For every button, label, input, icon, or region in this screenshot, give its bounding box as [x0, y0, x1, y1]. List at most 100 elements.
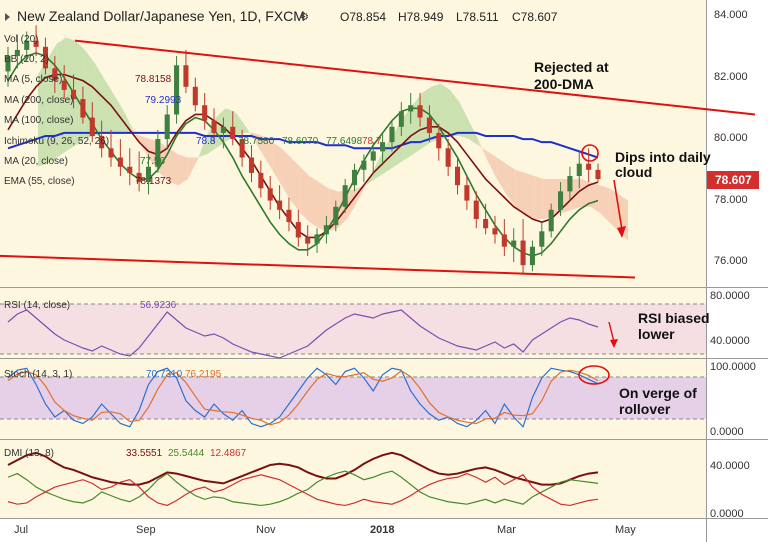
collapse-arrow-icon[interactable]	[5, 13, 10, 21]
axis-bg	[706, 0, 768, 542]
candle-body	[80, 99, 86, 118]
chart-title: New Zealand Dollar/Japanese Yen, 1D, FXC…	[17, 8, 305, 24]
candle-body	[398, 111, 404, 127]
stoch-circle	[578, 365, 610, 385]
ohlc-open: O78.854	[340, 10, 386, 24]
cloud-segment	[38, 59, 48, 167]
annotation-cloud: cloud	[615, 164, 652, 180]
cloud-segment	[459, 102, 469, 140]
cloud-segment	[487, 151, 497, 180]
candle-body	[220, 126, 226, 133]
cloud-segment	[122, 108, 132, 133]
dmi-v2: 25.5444	[168, 448, 205, 459]
rejection-circle	[581, 144, 599, 162]
annotation-dips: Dips into daily	[615, 149, 711, 165]
time-label-sep: Sep	[136, 524, 156, 536]
legend-ema55: EMA (55, close)	[4, 176, 75, 187]
candle-body	[483, 219, 489, 229]
moving-averages	[7, 52, 599, 257]
candle-body	[14, 49, 20, 57]
candle-body	[454, 166, 461, 186]
lower-trendline	[0, 254, 636, 279]
candle-body	[567, 175, 573, 192]
candle-body	[71, 89, 77, 100]
candle-body	[295, 222, 301, 238]
dmi-adx-line	[7, 451, 599, 486]
annotation-rsi-biased: RSI biased	[638, 310, 710, 326]
time-label-may: May	[615, 524, 636, 536]
legend-ichimoku: Ichimoku (9, 26, 52, 26)	[4, 136, 109, 147]
candle-body	[389, 126, 395, 143]
candle-body	[174, 65, 180, 115]
legend-ma200-value: 79.2993	[145, 95, 182, 106]
cloud-segment	[534, 175, 544, 220]
legend-ma5: MA (5, close)	[4, 74, 62, 85]
upper-trendline	[74, 39, 756, 116]
candle-body	[277, 200, 283, 210]
candle-body	[183, 65, 189, 87]
cloud-segment	[290, 157, 301, 213]
candle-body	[492, 228, 498, 235]
candle-body	[464, 185, 470, 201]
candle-body	[61, 80, 67, 90]
candle-body	[501, 234, 507, 247]
rsi-value: 56.9236	[140, 300, 177, 311]
candle-body	[361, 160, 367, 170]
candle-body	[595, 169, 601, 180]
legend-ichimoku-v1: 78.8	[196, 136, 216, 147]
last-price-tag	[707, 171, 759, 189]
dmi-v1: 33.5551	[126, 448, 163, 459]
candle-body	[520, 240, 526, 266]
candle-body	[380, 142, 386, 152]
candle-body	[323, 225, 329, 235]
legend-ichimoku-v3: 78.6070	[282, 136, 319, 147]
price-tick-80: 80.000	[714, 132, 748, 144]
cloud-segment	[169, 148, 179, 186]
stoch-label: Stoch (14, 3, 1)	[4, 369, 72, 380]
candle-body	[108, 148, 114, 158]
cloud-segment	[300, 166, 310, 223]
candle-body	[211, 120, 217, 133]
cloud-segment	[178, 154, 188, 186]
price-down-arrowhead	[617, 226, 626, 238]
cloud-segment	[131, 126, 142, 146]
time-label-jul: Jul	[14, 524, 28, 536]
legend-ma100: MA (100, close)	[4, 115, 73, 126]
candle-body	[342, 185, 348, 207]
cloud-segment	[590, 182, 600, 213]
axis-ticks: 84.000 82.000 80.000 78.000 76.000 80.00…	[710, 9, 756, 520]
trendlines	[0, 39, 756, 279]
cloud-segment	[515, 169, 525, 216]
candle-body	[127, 166, 133, 173]
cloud-segment	[94, 62, 104, 137]
cloud-segment	[450, 89, 460, 136]
legend-ichimoku-v2: 78.7580	[238, 136, 275, 147]
ema55-line	[7, 73, 599, 239]
cloud-segment	[478, 139, 488, 161]
candle-body	[314, 234, 320, 244]
price-tick-84: 84.000	[714, 9, 748, 21]
candle-body	[24, 40, 30, 50]
annotation-stoch-rollover: rollover	[619, 401, 671, 417]
ohlc-close: C78.607	[512, 10, 558, 24]
ohlc-low: L78.511	[456, 10, 499, 24]
candle-body	[145, 166, 152, 183]
candle-body	[136, 172, 142, 183]
candle-body	[192, 86, 198, 106]
candle-body	[473, 200, 479, 220]
candle-body	[539, 231, 545, 247]
cloud-segment	[506, 163, 516, 207]
candle-body	[230, 126, 236, 140]
time-axis-bg	[0, 518, 706, 542]
cloud-segment	[524, 172, 535, 220]
annotation-rsi-lower: lower	[638, 326, 675, 342]
price-tick-82: 82.000	[714, 71, 748, 83]
cloud-segment	[581, 179, 591, 207]
candle-body	[286, 209, 292, 223]
candle-body	[370, 151, 376, 161]
gear-icon-header[interactable]: ⚙	[300, 12, 309, 23]
dmi-v3: 12.4867	[210, 448, 247, 459]
legend-ma5-value: 78.8158	[135, 74, 172, 85]
